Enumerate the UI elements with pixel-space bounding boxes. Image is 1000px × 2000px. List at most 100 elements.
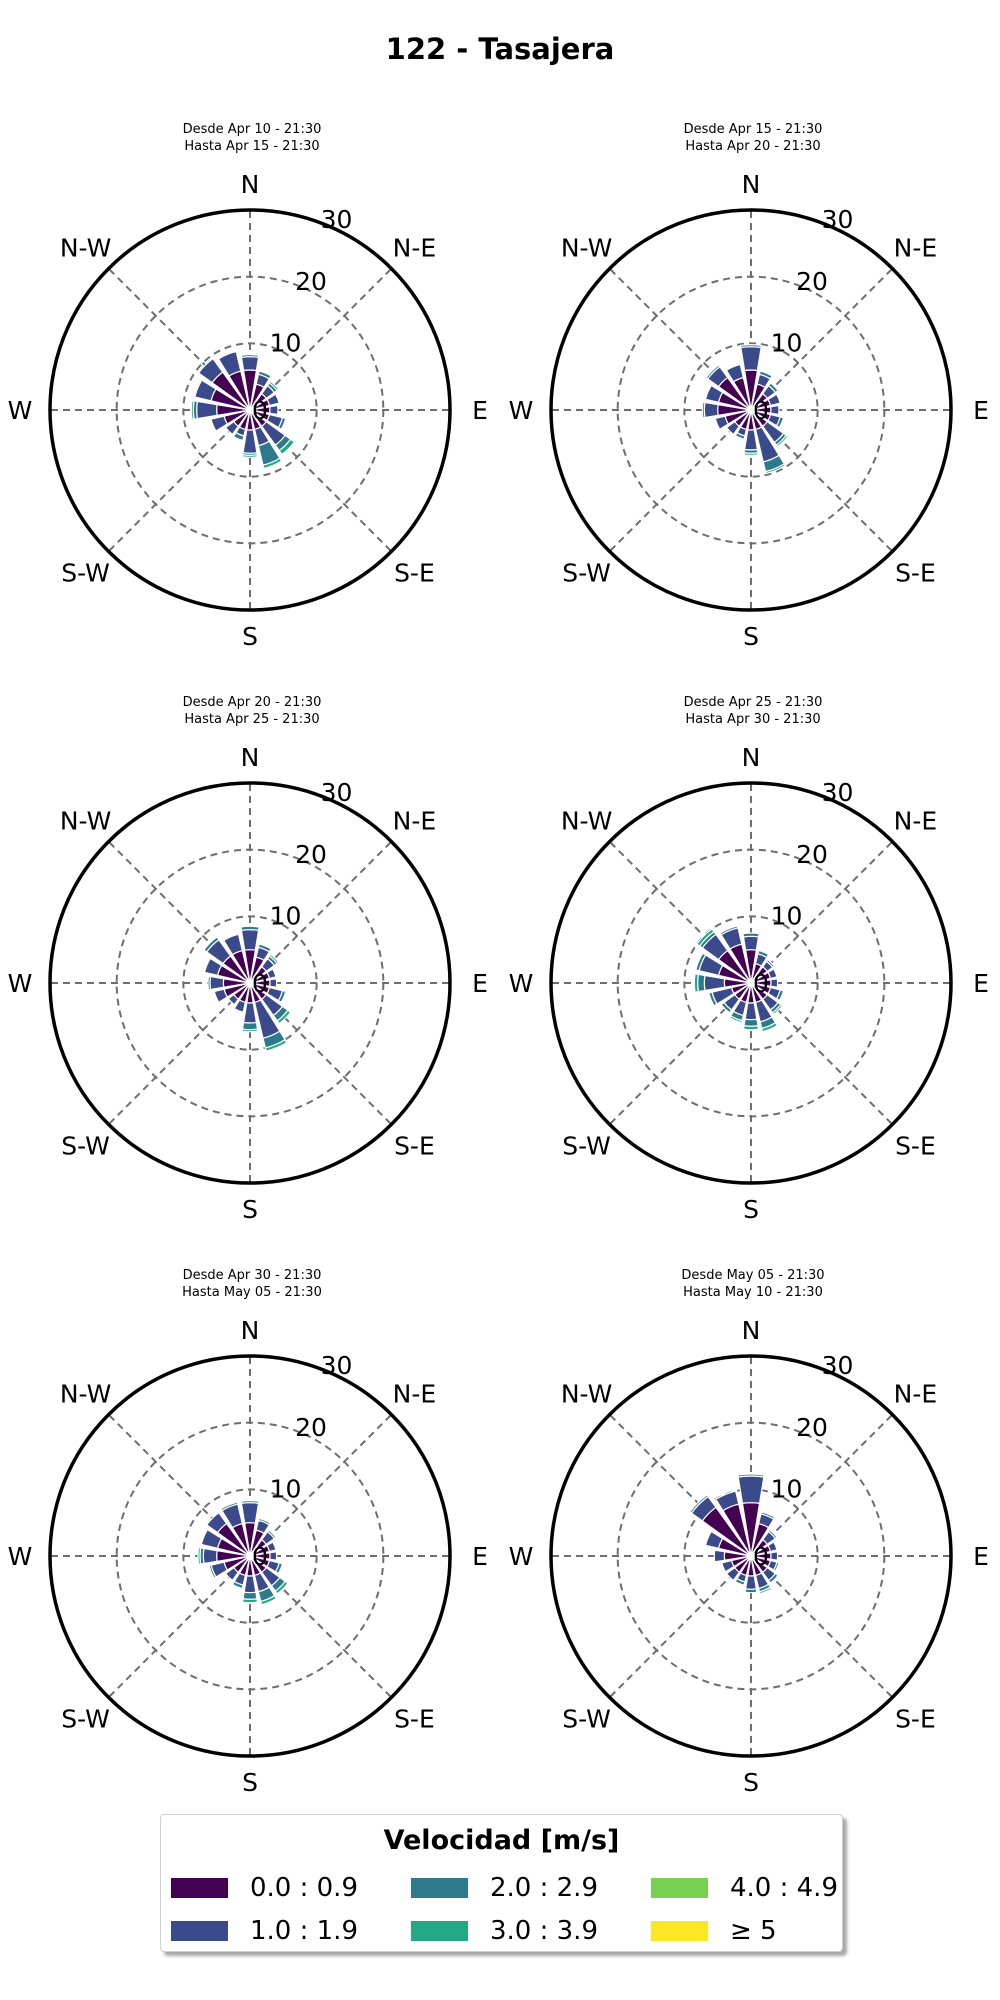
wind-bar xyxy=(200,1528,223,1550)
wind-bar xyxy=(737,1475,765,1505)
wind-bar xyxy=(767,968,778,980)
wind-bar xyxy=(767,382,779,394)
direction-label: N-W xyxy=(561,807,612,836)
wind-rose: 0 10 20 30 N N-E E S-E S S-W W N-W xyxy=(509,170,989,651)
direction-label: E xyxy=(973,969,989,998)
wind-bar xyxy=(744,1588,758,1594)
wind-bar xyxy=(268,380,280,392)
direction-gridline xyxy=(249,982,393,1126)
wind-bar xyxy=(240,925,260,932)
wind-bar xyxy=(734,431,746,440)
wind-bar xyxy=(231,1580,244,1590)
wind-bar xyxy=(227,993,240,1006)
direction-label: S xyxy=(242,1768,258,1797)
wind-bar xyxy=(725,1566,741,1582)
direction-label: S-E xyxy=(394,1704,435,1733)
wind-bar xyxy=(202,1547,218,1565)
panel-subtitle: Desde Apr 20 - 21:30 Hasta Apr 25 - 21:3… xyxy=(92,694,412,728)
direction-gridline xyxy=(608,1555,752,1699)
panel-hasta: Hasta Apr 25 - 21:30 xyxy=(184,712,320,727)
wind-bar xyxy=(208,1564,217,1579)
wind-bar xyxy=(713,1549,726,1563)
wind-bar xyxy=(264,1038,288,1052)
panel-subtitle: Desde Apr 15 - 21:30 Hasta Apr 20 - 21:3… xyxy=(593,121,913,155)
direction-gridline xyxy=(608,982,752,1126)
direction-gridline xyxy=(750,1555,894,1699)
direction-label: N-E xyxy=(393,234,437,263)
wind-bar xyxy=(277,416,287,431)
wind-bar xyxy=(203,957,223,977)
wind-bar xyxy=(257,1517,272,1526)
wind-bar xyxy=(770,978,779,988)
wind-bar xyxy=(772,1561,780,1572)
outer-ring xyxy=(549,1354,953,1758)
radial-tick-label: 30 xyxy=(822,205,854,234)
outer-ring xyxy=(549,208,953,612)
wind-bar xyxy=(274,1562,284,1575)
wind-bar xyxy=(240,354,260,359)
wind-bar xyxy=(739,344,763,349)
panel-desde: Desde Apr 25 - 21:30 xyxy=(683,695,823,710)
wind-bar xyxy=(210,415,229,432)
wind-bar xyxy=(740,346,762,372)
direction-gridline xyxy=(750,409,894,553)
wind-bar xyxy=(266,968,277,980)
radial-tick-label: 30 xyxy=(822,778,854,807)
panel-hasta: Hasta Apr 20 - 21:30 xyxy=(685,139,821,154)
wind-bar xyxy=(704,384,724,404)
wind-bar xyxy=(775,434,789,448)
direction-label: W xyxy=(8,969,33,998)
radial-tick-label: 0 xyxy=(252,969,268,998)
wind-bar xyxy=(744,1575,758,1590)
direction-gridline xyxy=(107,982,251,1126)
wind-bar xyxy=(262,457,283,470)
wind-bar xyxy=(268,953,280,965)
radial-tick-label: 10 xyxy=(771,901,803,930)
direction-gridline xyxy=(249,1413,393,1557)
legend-swatch xyxy=(171,1921,228,1941)
legend-swatch xyxy=(411,1878,468,1898)
wind-bar xyxy=(770,1551,779,1561)
wind-bar xyxy=(207,975,212,991)
radial-tick-label: 10 xyxy=(270,1474,302,1503)
wind-bar xyxy=(266,1529,277,1540)
legend-item: 0.0 : 0.9 xyxy=(171,1873,358,1903)
wind-rose: 0 10 20 30 N N-E E S-E S S-W W N-W xyxy=(8,743,488,1224)
direction-label: S-W xyxy=(562,558,611,587)
wind-bar xyxy=(696,928,715,947)
wind-bar xyxy=(743,452,759,456)
wind-bar xyxy=(213,988,229,1004)
wind-bar xyxy=(758,1586,773,1595)
wind-bar xyxy=(190,399,195,421)
wind-bar xyxy=(701,401,706,419)
wind-bar xyxy=(269,1551,278,1561)
panel-subtitle: Desde May 05 - 21:30 Hasta May 10 - 21:3… xyxy=(593,1267,913,1301)
direction-gridline xyxy=(249,840,393,984)
wind-bar xyxy=(233,999,247,1013)
direction-gridline xyxy=(107,1555,251,1699)
legend-swatch xyxy=(651,1878,708,1898)
wind-bar xyxy=(767,1572,779,1584)
wind-bar xyxy=(274,1580,289,1595)
wind-bar xyxy=(197,1546,202,1566)
radial-tick-label: 20 xyxy=(796,267,828,296)
wind-bar xyxy=(240,356,260,372)
direction-label: S-W xyxy=(61,558,110,587)
wind-bar xyxy=(277,989,287,1004)
radial-tick-label: 30 xyxy=(321,1351,353,1380)
direction-gridline xyxy=(107,409,251,553)
legend-item: 4.0 : 4.9 xyxy=(651,1873,838,1903)
wind-bar xyxy=(241,1028,259,1033)
wind-bar xyxy=(224,420,240,436)
outer-ring xyxy=(48,208,452,612)
wind-bar xyxy=(743,429,759,451)
radial-tick-label: 20 xyxy=(295,1413,327,1442)
direction-label: E xyxy=(973,396,989,425)
direction-label: E xyxy=(472,969,488,998)
wind-bar xyxy=(714,415,730,431)
chart-title: 122 - Tasajera xyxy=(385,32,615,66)
direction-label: N xyxy=(241,1316,260,1345)
wind-bar xyxy=(757,949,770,959)
direction-label: N xyxy=(742,170,761,199)
direction-label: W xyxy=(509,1542,534,1571)
